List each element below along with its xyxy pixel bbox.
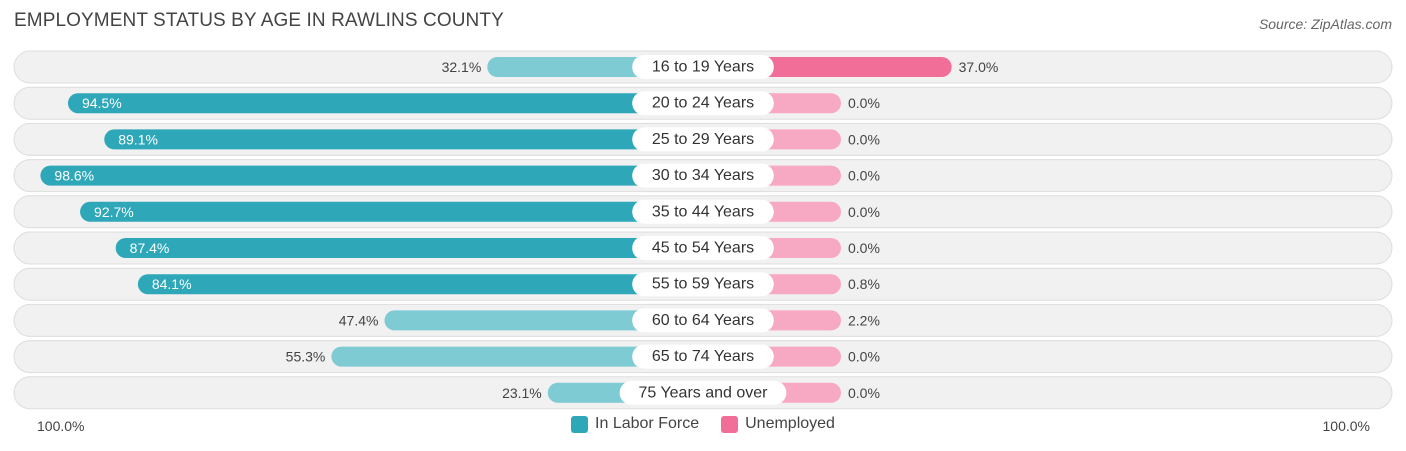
legend-swatch-unemployed [721,415,739,433]
category-pill [632,91,774,116]
chart-canvas: 32.1% 37.0% 16 to 19 Years 94.5% 0.0% 20 to 2… [13,50,1393,410]
data-label-labor-force: 47.4% [339,312,379,328]
data-label-labor-force: 92.7% [94,204,134,220]
category-pill [632,199,774,224]
category-label: 20 to 24 Years [652,95,754,112]
category-label: 16 to 19 Years [652,59,754,76]
data-label-unemployed: 0.0% [848,95,880,111]
data-label-unemployed: 37.0% [959,59,999,75]
data-label-labor-force: 55.3% [286,349,326,365]
category-label: 65 to 74 Years [652,348,754,365]
category-pill [632,272,774,297]
bar-labor-force [104,129,704,150]
data-label-labor-force: 23.1% [502,385,542,401]
legend-label-labor: In Labor Force [595,415,700,432]
axis-left-label: 100.0% [37,418,85,434]
legend-label-unemployed: Unemployed [745,415,835,432]
axis-right-label: 100.0% [1322,418,1370,434]
data-label-labor-force: 94.5% [82,95,122,111]
data-label-unemployed: 0.0% [848,168,880,184]
chart-title: EMPLOYMENT STATUS BY AGE IN RAWLINS COUN… [14,10,504,31]
legend-item-labor[interactable]: In Labor Force [571,415,699,433]
source-label: Source: ZipAtlas.com [1258,16,1392,32]
bar-labor-force [331,346,703,367]
data-label-labor-force: 32.1% [442,59,482,75]
bar-labor-force [137,274,703,295]
legend: In Labor Force Unemployed [0,415,1406,433]
category-label: 60 to 64 Years [652,312,754,329]
category-label: 25 to 29 Years [652,131,754,148]
data-label-labor-force: 87.4% [130,240,170,256]
category-label: 75 Years and over [639,384,769,401]
bar-labor-force [67,93,703,114]
legend-item-unemployed[interactable]: Unemployed [721,415,835,433]
data-label-unemployed: 0.0% [848,204,880,220]
category-pill [632,127,774,152]
data-label-unemployed: 0.8% [848,276,880,292]
data-label-unemployed: 0.0% [848,240,880,256]
bar-labor-force [384,310,703,331]
category-pill [632,344,774,369]
data-label-unemployed: 0.0% [848,131,880,147]
category-pill [619,380,787,405]
data-label-labor-force: 98.6% [54,168,94,184]
bar-labor-force [115,238,703,258]
category-pill [632,55,774,79]
category-label: 55 to 59 Years [652,276,754,293]
legend-swatch-labor [571,415,589,433]
data-label-unemployed: 0.0% [848,349,880,365]
category-pill [632,308,774,333]
bar-labor-force [80,201,703,222]
bar-labor-force [40,165,703,186]
category-pill [632,163,774,188]
data-label-unemployed: 2.2% [848,312,880,328]
category-pill [632,236,774,260]
category-label: 30 to 34 Years [652,167,754,184]
data-label-unemployed: 0.0% [848,385,880,401]
data-label-labor-force: 84.1% [152,276,192,292]
category-label: 35 to 44 Years [652,203,754,220]
data-label-labor-force: 89.1% [118,131,158,147]
category-label: 45 to 54 Years [652,240,754,257]
